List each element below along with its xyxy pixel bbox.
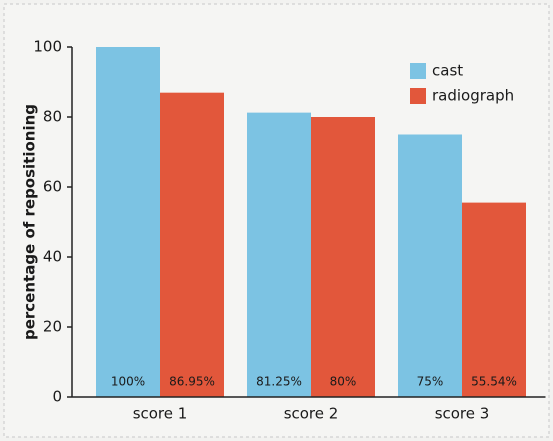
- legend-label: radiograph: [432, 87, 514, 105]
- value-label: 100%: [111, 375, 145, 389]
- value-label: 81.25%: [256, 375, 302, 389]
- legend-label: cast: [432, 62, 463, 80]
- bar: [398, 134, 462, 397]
- value-label: 55.54%: [471, 375, 517, 389]
- value-label: 75%: [417, 375, 444, 389]
- y-tick-label: 0: [52, 388, 62, 406]
- y-tick-label: 20: [43, 318, 62, 336]
- legend-swatch: [410, 88, 426, 104]
- y-tick-label: 100: [33, 38, 62, 56]
- bar: [462, 202, 526, 397]
- x-tick-label: score 1: [133, 405, 188, 423]
- y-tick-label: 80: [43, 108, 62, 126]
- y-axis-label: percentage of repositioning: [21, 104, 39, 340]
- bar: [96, 47, 160, 397]
- legend-swatch: [410, 63, 426, 79]
- value-label: 86.95%: [169, 375, 215, 389]
- value-label: 80%: [330, 375, 357, 389]
- bar: [160, 92, 224, 398]
- bar: [311, 117, 375, 397]
- bar: [247, 112, 311, 397]
- x-tick-label: score 2: [284, 405, 339, 423]
- y-tick-label: 40: [43, 248, 62, 266]
- y-tick-label: 60: [43, 178, 62, 196]
- x-tick-label: score 3: [435, 405, 490, 423]
